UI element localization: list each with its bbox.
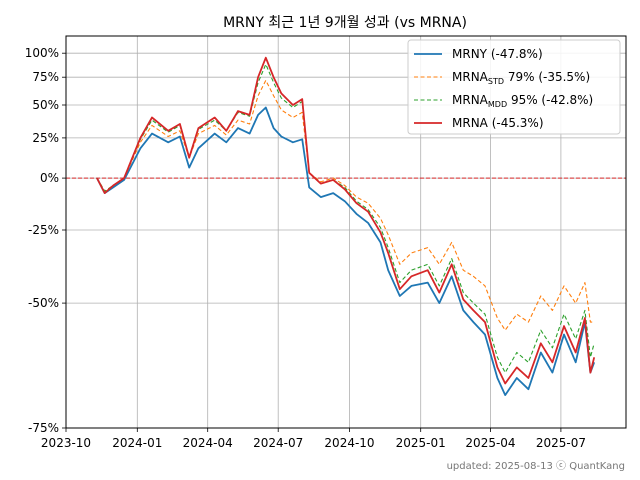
y-tick-label: 50%	[32, 98, 59, 112]
series-line	[96, 106, 596, 396]
y-axis: -75% -50% -25% 0% 25% 50% 75% 100%	[25, 46, 66, 435]
y-tick-label: -75%	[28, 421, 59, 435]
update-footer: updated: 2025-08-13 ⓒ QuantKang	[446, 461, 625, 472]
legend-label: MRNASTD 79% (-35.5%)	[452, 70, 590, 86]
series-line	[96, 56, 596, 385]
x-tick-label: 2025-01	[396, 436, 446, 450]
legend-label: MRNAMDD 95% (-42.8%)	[452, 93, 593, 109]
x-tick-label: 2024-07	[253, 436, 303, 450]
grid-lines	[65, 36, 626, 429]
y-tick-label: 75%	[32, 70, 59, 84]
chart-title: MRNY 최근 1년 9개월 성과 (vs MRNA)	[223, 15, 467, 31]
x-tick-label: 2024-01	[112, 436, 162, 450]
plot-frame	[65, 35, 627, 429]
legend-label: MRNA (-45.3%)	[452, 116, 544, 130]
y-tick-label: 25%	[32, 131, 59, 145]
x-tick-label: 2025-07	[536, 436, 586, 450]
y-tick-label: 0%	[40, 171, 59, 185]
x-tick-label: 2024-04	[183, 436, 233, 450]
legend: MRNY (-47.8%) MRNASTD 79% (-35.5%) MRNAMDD…	[407, 39, 621, 135]
x-tick-label: 2023-10	[41, 436, 91, 450]
legend-label: MRNY (-47.8%)	[452, 47, 543, 61]
y-tick-label: -50%	[28, 296, 59, 310]
x-axis: 2023-10 2024-01 2024-04 2024-07 2024-10 2025-…	[41, 428, 586, 450]
legend-box	[407, 39, 621, 135]
x-tick-label: 2024-10	[324, 436, 374, 450]
y-tick-label: -25%	[28, 223, 59, 237]
x-tick-label: 2025-04	[465, 436, 515, 450]
y-tick-label: 100%	[25, 46, 59, 60]
series-lines	[96, 56, 596, 396]
